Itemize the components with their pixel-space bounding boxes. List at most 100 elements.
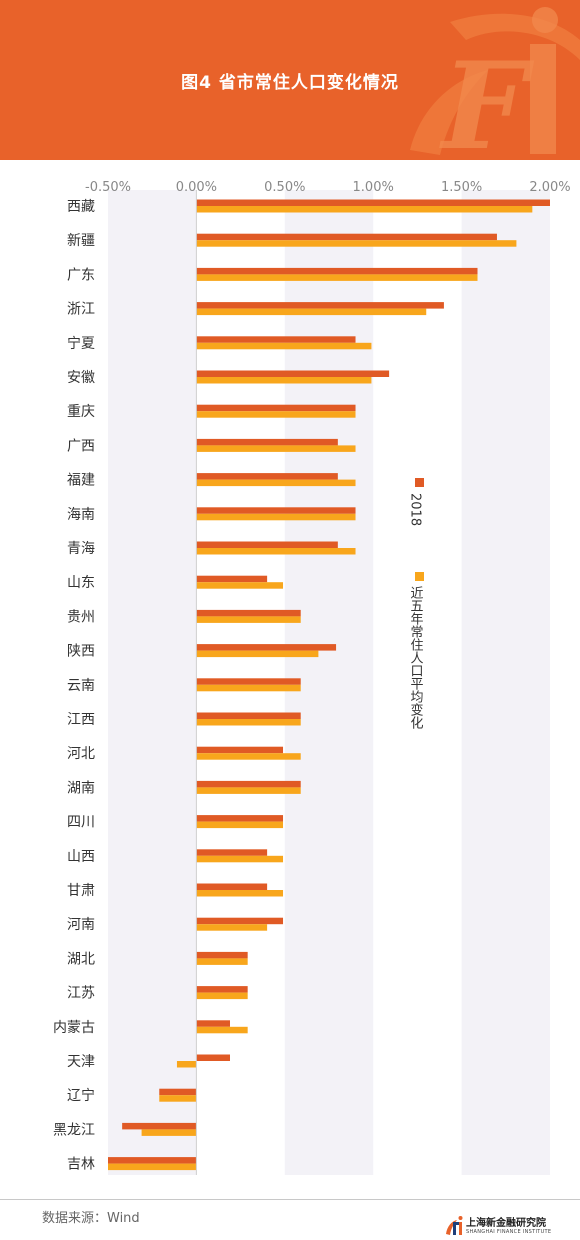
band-4	[461, 190, 550, 1175]
chart-header: F 图4 省市常住人口变化情况	[0, 0, 580, 160]
category-label: 河北	[67, 746, 95, 762]
bar-2018-16	[196, 746, 284, 754]
bar-average-20	[196, 890, 284, 897]
bar-2018-8	[196, 473, 338, 480]
category-label: 青海	[67, 541, 95, 557]
bar-average-0	[196, 206, 533, 213]
category-label: 天津	[67, 1054, 95, 1070]
bar-2018-20	[196, 883, 268, 890]
x-tick-label: 1.50%	[441, 180, 482, 195]
category-label: 云南	[67, 678, 95, 694]
bar-2018-12	[196, 609, 301, 617]
bar-average-6	[196, 411, 356, 418]
bar-average-19	[196, 855, 284, 863]
footer-divider	[0, 1199, 580, 1200]
bar-2018-0	[196, 199, 550, 206]
bar-average-12	[196, 616, 301, 623]
category-label: 广东	[67, 267, 95, 283]
bar-average-5	[196, 377, 372, 384]
category-label: 浙江	[67, 302, 95, 318]
bar-2018-13	[196, 644, 337, 651]
bar-2018-22	[196, 951, 248, 959]
bar-average-9	[196, 513, 356, 521]
bar-average-3	[196, 308, 427, 316]
bar-2018-19	[196, 849, 268, 856]
bar-2018-3	[196, 302, 444, 309]
bar-average-22	[196, 958, 248, 965]
band-0	[108, 190, 197, 1175]
category-label: 内蒙古	[53, 1020, 95, 1036]
category-label: 宁夏	[67, 335, 95, 352]
bar-average-7	[196, 445, 356, 452]
bar-2018-1	[196, 233, 497, 241]
bar-average-1	[196, 240, 517, 247]
category-label: 湖北	[67, 951, 95, 967]
bar-average-15	[196, 719, 301, 726]
category-label: 甘肃	[67, 883, 95, 899]
bar-2018-15	[196, 712, 301, 719]
bar-average-25	[176, 1061, 197, 1068]
category-label: 四川	[67, 815, 95, 831]
bar-average-28	[108, 1163, 197, 1171]
bar-2018-4	[196, 336, 356, 343]
category-label: 贵州	[67, 609, 95, 625]
bar-average-13	[196, 650, 319, 658]
category-label: 福建	[67, 473, 95, 489]
bar-2018-10	[196, 541, 338, 548]
sfi-watermark-logo: F	[410, 7, 580, 160]
bar-average-14	[196, 684, 301, 692]
category-label: 山西	[67, 849, 95, 865]
bar-average-8	[196, 479, 356, 487]
legend-label-2018: 2018	[408, 493, 423, 526]
bar-average-26	[159, 1095, 197, 1102]
bar-2018-6	[196, 404, 356, 412]
x-tick-label: 2.00%	[529, 180, 570, 195]
bar-average-24	[196, 1026, 248, 1034]
bar-2018-24	[196, 1020, 230, 1027]
category-label: 西藏	[67, 199, 95, 215]
bar-2018-17	[196, 780, 301, 788]
bar-2018-11	[196, 575, 268, 583]
bars	[108, 199, 550, 1171]
category-label: 海南	[67, 507, 95, 523]
bar-average-4	[196, 342, 372, 350]
bar-2018-27	[122, 1122, 197, 1130]
x-tick-label: -0.50%	[85, 180, 131, 195]
bar-2018-18	[196, 815, 284, 822]
category-label: 黑龙江	[53, 1122, 95, 1138]
bar-average-21	[196, 924, 268, 931]
category-label: 江苏	[67, 986, 95, 1002]
legend-label-average: 近五年常住人口平均变化	[408, 586, 424, 730]
x-tick-label: 0.00%	[176, 180, 217, 195]
logo-name-cn: 上海新金融研究院	[466, 1218, 546, 1229]
bar-average-18	[196, 821, 284, 829]
x-tick-label: 0.50%	[264, 180, 305, 195]
category-label: 吉林	[67, 1157, 95, 1173]
bar-average-23	[196, 992, 248, 1000]
bar-2018-2	[196, 267, 478, 275]
bar-2018-25	[196, 1054, 230, 1061]
bar-2018-28	[108, 1157, 197, 1164]
category-label: 江西	[67, 712, 95, 728]
legend-swatch-2018	[415, 478, 424, 487]
category-labels: 西藏新疆广东浙江宁夏安徽重庆广西福建海南青海山东贵州陕西云南江西河北湖南四川山西…	[53, 199, 95, 1173]
logo-name-en: SHANGHAI FINANCE INSTITUTE	[466, 1229, 552, 1235]
bar-2018-26	[159, 1088, 197, 1096]
legend: 2018 近五年常住人口平均变化	[408, 478, 424, 730]
bar-average-16	[196, 753, 301, 760]
sfi-logo-icon	[446, 1216, 463, 1235]
bar-2018-5	[196, 370, 390, 377]
category-label: 湖南	[67, 780, 95, 796]
category-label: 新疆	[67, 233, 95, 249]
bar-2018-7	[196, 438, 338, 446]
category-label: 安徽	[67, 370, 95, 386]
chart-title: 图4 省市常住人口变化情况	[181, 73, 399, 93]
bar-average-17	[196, 787, 301, 794]
bar-chart: -0.50% 0.00% 0.50% 1.00% 1.50% 2.00% 西藏新疆广东浙江…	[53, 180, 571, 1175]
data-source: 数据来源：Wind	[42, 1211, 140, 1226]
bar-2018-23	[196, 986, 248, 993]
category-label: 辽宁	[67, 1087, 95, 1104]
bar-average-2	[196, 274, 478, 281]
x-tick-label: 1.00%	[353, 180, 394, 195]
category-label: 重庆	[67, 404, 95, 420]
